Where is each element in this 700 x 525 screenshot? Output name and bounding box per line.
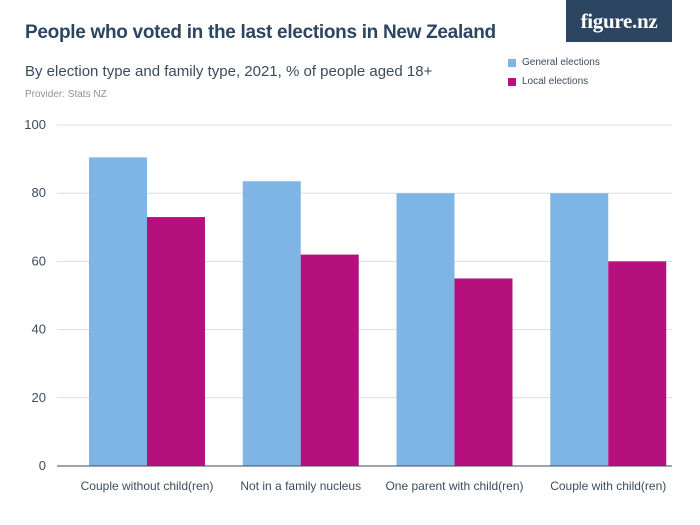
legend-swatch-general: [508, 58, 516, 67]
bar-general-elections: [396, 193, 455, 466]
figure-nz-logo[interactable]: figure.nz: [566, 0, 672, 42]
bar-general-elections: [242, 181, 301, 466]
bar-local-elections: [454, 278, 513, 466]
x-category-label: Couple with child(ren): [550, 479, 666, 493]
legend-item-local: Local elections: [508, 72, 600, 91]
y-tick-label: 40: [32, 322, 46, 337]
y-tick-label: 100: [24, 117, 46, 132]
bar-general-elections: [550, 193, 609, 466]
y-tick-label: 0: [39, 458, 46, 473]
x-category-label: Not in a family nucleus: [240, 479, 361, 493]
legend-item-general: General elections: [508, 53, 600, 72]
chart-title: People who voted in the last elections i…: [25, 22, 496, 43]
chart-legend: General elections Local elections: [508, 53, 600, 91]
x-category-label: One parent with child(ren): [385, 479, 523, 493]
y-tick-label: 20: [32, 390, 46, 405]
bar-local-elections: [300, 254, 359, 466]
legend-swatch-local: [508, 77, 516, 86]
chart-subtitle: By election type and family type, 2021, …: [25, 63, 433, 80]
y-tick-label: 60: [32, 253, 46, 268]
bar-local-elections: [608, 261, 667, 466]
x-category-label: Couple without child(ren): [81, 479, 214, 493]
y-tick-label: 80: [32, 185, 46, 200]
legend-label-local: Local elections: [522, 76, 589, 87]
provider-label: Provider: Stats NZ: [25, 89, 107, 100]
bar-local-elections: [147, 217, 205, 466]
bar-general-elections: [89, 157, 147, 466]
legend-label-general: General elections: [522, 57, 600, 68]
